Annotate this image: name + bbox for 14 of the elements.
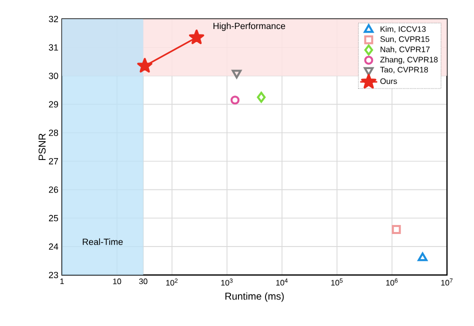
y-tick-label: 25 [48,214,58,222]
y-tick-label: 26 [48,186,58,193]
y-axis-title: PSNR [38,134,46,160]
y-tick-label: 24 [48,243,58,250]
x-axis-title: Runtime (ms) [225,292,284,302]
band-label: Real-Time [82,238,123,246]
y-tick-label: 28 [48,130,58,136]
y-tick-label: 32 [48,16,58,22]
y-tick-label: 23 [48,272,58,278]
y-tick-label: 31 [48,44,58,51]
y-tick-label: 29 [48,101,58,108]
band-label: High-Performance [214,22,286,31]
y-tick-label: 30 [48,72,58,80]
y-tick-label: 27 [48,158,58,164]
